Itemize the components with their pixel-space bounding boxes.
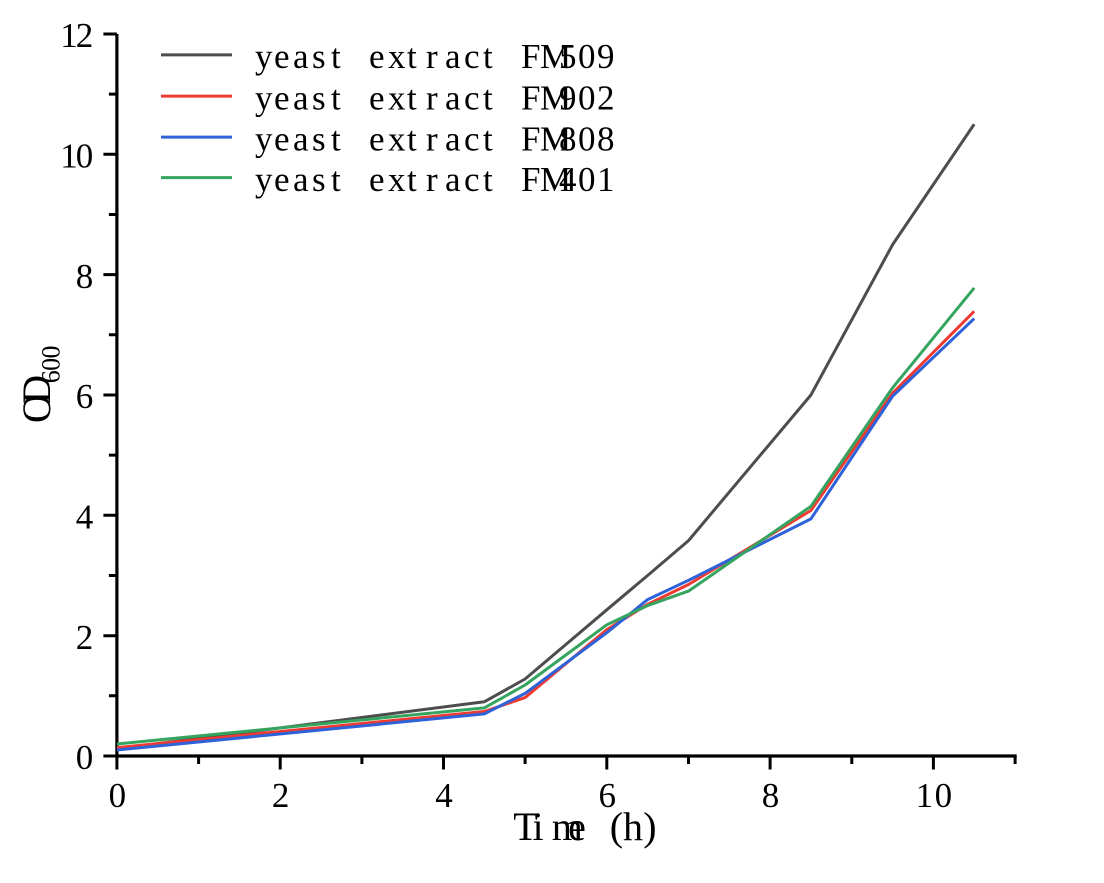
- svg-text:yeast extract FM902: yeast extract FM902: [255, 78, 615, 117]
- svg-text:Time (h): Time (h): [513, 804, 656, 849]
- svg-text:yeast extract FM509: yeast extract FM509: [255, 37, 615, 76]
- svg-text:8: 8: [76, 257, 94, 296]
- svg-text:2: 2: [76, 618, 94, 657]
- svg-text:2: 2: [272, 776, 290, 815]
- svg-text:8: 8: [762, 776, 780, 815]
- svg-text:yeast extract FM401: yeast extract FM401: [255, 160, 615, 199]
- svg-text:0: 0: [76, 738, 94, 777]
- svg-text:6: 6: [599, 776, 617, 815]
- svg-text:OD: OD: [14, 375, 59, 423]
- svg-text:12: 12: [60, 16, 93, 55]
- svg-text:10: 10: [916, 776, 953, 815]
- svg-text:yeast extract FM808: yeast extract FM808: [255, 119, 615, 158]
- svg-text:6: 6: [76, 377, 94, 416]
- svg-text:4: 4: [76, 498, 94, 537]
- svg-text:600: 600: [36, 346, 65, 384]
- svg-text:10: 10: [60, 137, 93, 176]
- svg-text:0: 0: [109, 776, 127, 815]
- svg-text:4: 4: [435, 776, 453, 815]
